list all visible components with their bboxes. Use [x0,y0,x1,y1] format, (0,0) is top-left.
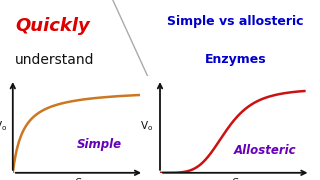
Text: understand: understand [15,53,94,67]
Text: Enzymes: Enzymes [204,53,266,66]
Text: Allosteric: Allosteric [234,144,297,157]
Text: $\mathregular{V_o}$: $\mathregular{V_o}$ [0,119,8,133]
Text: S: S [232,178,238,180]
Text: Simple: Simple [77,138,122,151]
Text: $\mathregular{V_o}$: $\mathregular{V_o}$ [140,119,153,133]
Text: Simple vs allosteric: Simple vs allosteric [167,15,303,28]
Text: Quickly: Quickly [15,17,90,35]
Text: S: S [75,178,82,180]
